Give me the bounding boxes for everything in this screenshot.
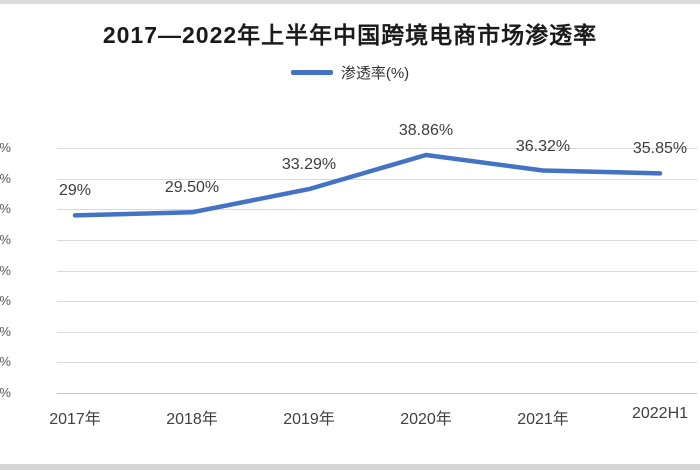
- data-label: 38.86%: [398, 121, 454, 139]
- data-label: 35.85%: [632, 140, 688, 158]
- gridline: [57, 148, 697, 149]
- top-border-strip: [0, 0, 700, 4]
- gridline: [57, 178, 697, 180]
- y-axis-tick-label: 30%: [0, 201, 11, 217]
- y-axis-tick-label: 10%: [0, 323, 11, 339]
- x-axis-label: 2017年: [49, 411, 101, 428]
- gridline: [57, 239, 697, 241]
- data-label: 36.32%: [515, 137, 571, 155]
- y-axis-tick-label: 25%: [0, 231, 11, 247]
- x-axis-label: 2022H1: [631, 405, 689, 422]
- legend-label: 渗透率(%): [340, 64, 410, 82]
- chart-title: 2017—2022年上半年中国跨境电商市场渗透率: [102, 22, 598, 48]
- x-axis-label: 2021年: [517, 411, 569, 428]
- x-axis-label: 2020年: [400, 411, 452, 428]
- data-label: 29.50%: [164, 179, 220, 197]
- legend: 渗透率(%): [0, 61, 700, 83]
- data-label: 33.29%: [281, 156, 337, 174]
- gridline: [57, 209, 697, 211]
- legend-line-swatch: [290, 69, 333, 75]
- y-axis-tick-label: 40%: [0, 140, 11, 155]
- data-label: 29%: [58, 182, 92, 200]
- y-axis-tick-label: 35%: [0, 170, 11, 186]
- bottom-border-strip: [0, 464, 700, 470]
- x-axis-label: 2018年: [166, 411, 218, 428]
- gridline: [57, 393, 697, 394]
- y-axis-tick-label: 5%: [0, 354, 11, 370]
- gridline: [57, 331, 697, 333]
- gridline: [57, 270, 697, 272]
- y-axis-tick-label: 0%: [0, 385, 11, 400]
- y-axis-tick-label: 15%: [0, 293, 11, 309]
- gridline: [57, 301, 697, 303]
- gridline: [57, 362, 697, 364]
- y-axis-tick-label: 20%: [0, 262, 11, 278]
- x-axis-label: 2019年: [283, 411, 335, 428]
